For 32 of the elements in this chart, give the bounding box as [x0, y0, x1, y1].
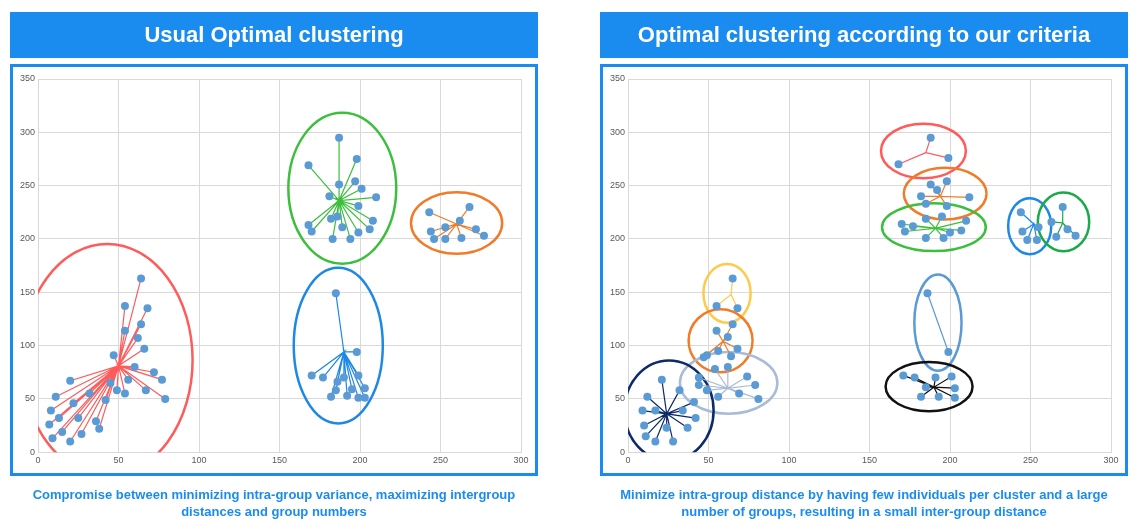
y-tick-label: 300: [19, 126, 36, 137]
x-tick-label: 200: [942, 455, 958, 466]
y-tick-label: 100: [609, 340, 626, 351]
y-tick-label: 150: [609, 286, 626, 297]
y-tick-label: 250: [19, 180, 36, 191]
y-tick-label: 300: [609, 126, 626, 137]
y-tick-label: 350: [609, 73, 626, 84]
x-tick-label: 300: [1103, 455, 1119, 466]
text: Minimize intra-group distance by having few individuals per cluster and a large number of groups, resulting in a small inter-group distance: [619, 486, 1109, 520]
y-tick-label: 350: [19, 73, 36, 84]
x-tick-label: 150: [861, 455, 878, 466]
y-tick-label: 200: [19, 233, 36, 244]
text: Compromise between minimizing intra-group variance, maximizing intergroup distances and group numbers: [31, 486, 517, 520]
y-tick-label: 0: [30, 446, 36, 457]
x-tick-label: 150: [271, 455, 288, 466]
y-tick-label: 250: [609, 180, 626, 191]
x-tick-label: 250: [432, 455, 449, 466]
x-tick-label: 100: [191, 455, 207, 466]
x-tick-label: 200: [352, 455, 368, 466]
chart-title: Optimal clustering according to our criteria: [600, 12, 1128, 58]
x-tick-label: 250: [1022, 455, 1039, 466]
y-tick-label: 200: [609, 233, 626, 244]
x-tick-label: 300: [513, 455, 529, 466]
y-tick-label: 100: [19, 340, 36, 351]
y-tick-label: 0: [620, 446, 626, 457]
x-tick-label: 100: [781, 455, 797, 466]
y-tick-label: 50: [25, 393, 36, 404]
x-tick-label: 50: [703, 455, 714, 466]
x-tick-label: 50: [113, 455, 124, 466]
chart-title: Usual Optimal clustering: [10, 12, 538, 58]
y-tick-label: 50: [615, 393, 626, 404]
y-tick-label: 150: [19, 286, 36, 297]
